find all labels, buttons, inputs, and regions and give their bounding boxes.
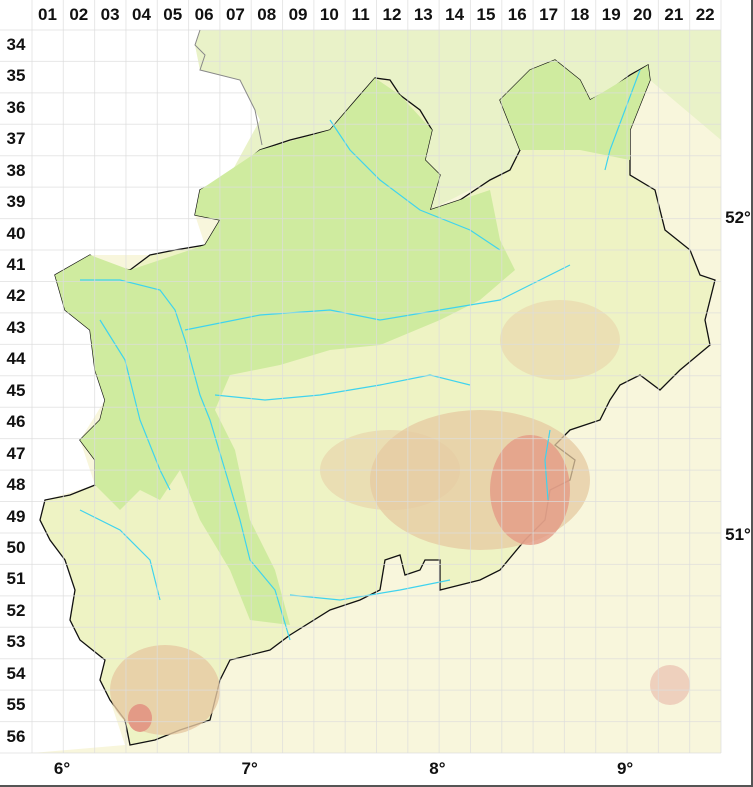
row-label: 44 [6,349,26,369]
longitude-label: 8° [429,759,446,778]
relief-sauerland-high [490,435,570,545]
grid-lines [0,0,722,754]
river-ems [329,119,501,251]
netherlands-belgium-region [32,30,260,753]
column-label: 11 [351,5,370,24]
latitude-label: 51° [725,525,751,544]
row-label: 40 [6,223,26,243]
river-weser [604,69,641,171]
row-label: 48 [6,475,26,495]
longitude-label: 7° [241,759,258,778]
column-label: 14 [445,5,465,24]
column-label: 09 [288,5,308,24]
row-label: 45 [6,380,26,400]
row-label: 54 [6,663,26,683]
river-ruhr [214,374,471,401]
lowland-east-area [500,60,650,160]
lowland-area [55,78,515,625]
row-label: 37 [6,129,26,149]
river-eder [544,429,551,501]
row-label: 49 [6,506,26,526]
column-label: 16 [507,5,527,24]
relief-east [500,300,620,380]
row-label: 38 [6,160,26,180]
column-label: 20 [633,5,652,24]
column-label: 18 [570,5,590,24]
column-label: 01 [38,5,57,24]
column-label: 04 [131,5,151,24]
river-sieg [289,579,451,601]
row-label: 51 [6,569,26,589]
relief-eifel-high [128,704,152,732]
column-label: 15 [476,5,496,24]
row-label: 42 [6,286,26,306]
row-label: 39 [6,192,26,212]
column-label: 08 [257,5,277,24]
column-label: 17 [539,5,559,24]
row-label: 56 [6,726,26,746]
column-label: 22 [695,5,715,24]
row-label: 41 [6,255,26,275]
river-niers [99,319,171,491]
row-label: 47 [6,443,26,463]
row-label: 35 [6,66,26,86]
column-label: 07 [225,5,245,24]
column-label: 06 [194,5,214,24]
row-label: 53 [6,632,26,652]
longitude-label: 6° [53,759,71,778]
river-lippe [184,264,571,331]
row-label: 34 [6,35,26,54]
foreign-border [194,29,263,146]
row-label: 46 [6,412,26,432]
column-label: 02 [69,5,89,24]
row-label: 36 [6,97,26,117]
row-label: 43 [6,317,26,337]
relief-south [650,665,690,705]
column-label: 10 [319,5,339,24]
column-label: 21 [664,5,684,24]
row-label: 52 [6,600,26,620]
longitude-label: 9° [616,759,634,778]
rivers [79,69,641,641]
column-label: 12 [382,5,402,24]
row-label: 50 [6,537,26,557]
column-label: 03 [100,5,120,24]
river-erft [79,509,161,601]
row-label: 55 [6,695,26,715]
nrw-region [39,59,716,746]
column-label: 05 [163,5,183,24]
column-label: 13 [413,5,433,24]
column-label: 19 [601,5,621,24]
latitude-label: 52° [725,208,751,227]
